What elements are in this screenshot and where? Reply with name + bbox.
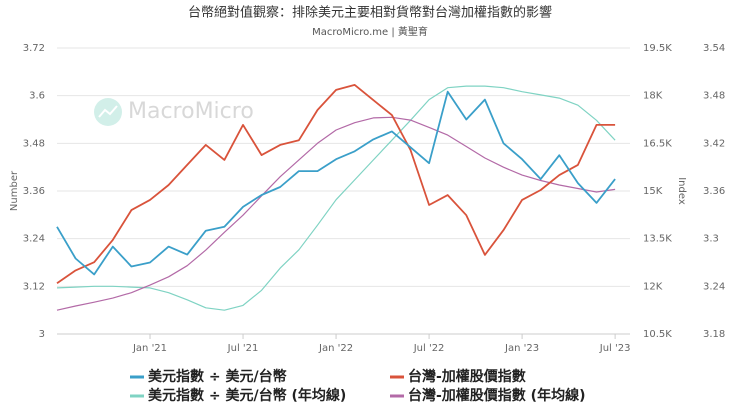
series-line [56,90,616,276]
y2-tick-label: 12K [643,281,663,292]
series-line [56,116,616,311]
y3-tick-label: 3.48 [703,91,725,102]
y-tick-label: 3.48 [23,138,45,149]
y-tick-label: 3 [39,329,45,340]
legend-label: 台灣-加權股價指數 (年均線) [408,387,585,404]
y3-tick-label: 3.42 [703,138,725,149]
x-tick-label: Jan '22 [318,343,353,354]
y-tick-label: 3.24 [23,234,45,245]
y3-tick-label: 3.24 [703,281,725,292]
y2-tick-label: 18K [643,91,663,102]
legend-label: 台灣-加權股價指數 [408,368,526,385]
y3-tick-label: 3.3 [703,234,719,245]
x-tick-label: Jul '22 [413,343,445,354]
x-tick-label: Jul '23 [599,343,631,354]
y2-tick-label: 13.5K [643,234,672,245]
y-tick-label: 3.36 [23,186,45,197]
y3-tick-label: 3.18 [703,329,725,340]
y3-tick-label: 3.54 [703,43,725,54]
x-tick-label: Jan '21 [132,343,167,354]
y2-tick-label: 16.5K [643,138,672,149]
series-line [56,85,616,311]
series-line [56,84,616,284]
y3-tick-label: 3.36 [703,186,725,197]
watermark: MacroMicro [128,99,254,124]
chart-title: 台幣絕對值觀察：排除美元主要相對貨幣對台灣加權指數的影響 [188,5,552,21]
legend-label: 美元指數 ÷ 美元/台幣 [148,368,287,385]
watermark-icon [94,98,122,126]
y2-axis-title: Index [676,177,687,205]
y-tick-label: 3.72 [23,43,45,54]
legend-label: 美元指數 ÷ 美元/台幣 (年均線) [148,387,346,404]
y-tick-label: 3.6 [29,91,45,102]
x-tick-label: Jul '21 [227,343,259,354]
y2-tick-label: 10.5K [643,329,672,340]
x-tick-label: Jan '23 [504,343,539,354]
chart-subtitle: MacroMicro.me | 黃聖育 [312,25,428,38]
y2-tick-label: 15K [643,186,663,197]
y2-tick-label: 19.5K [643,43,672,54]
y-tick-label: 3.12 [23,281,45,292]
y-axis-title: Number [9,170,20,211]
